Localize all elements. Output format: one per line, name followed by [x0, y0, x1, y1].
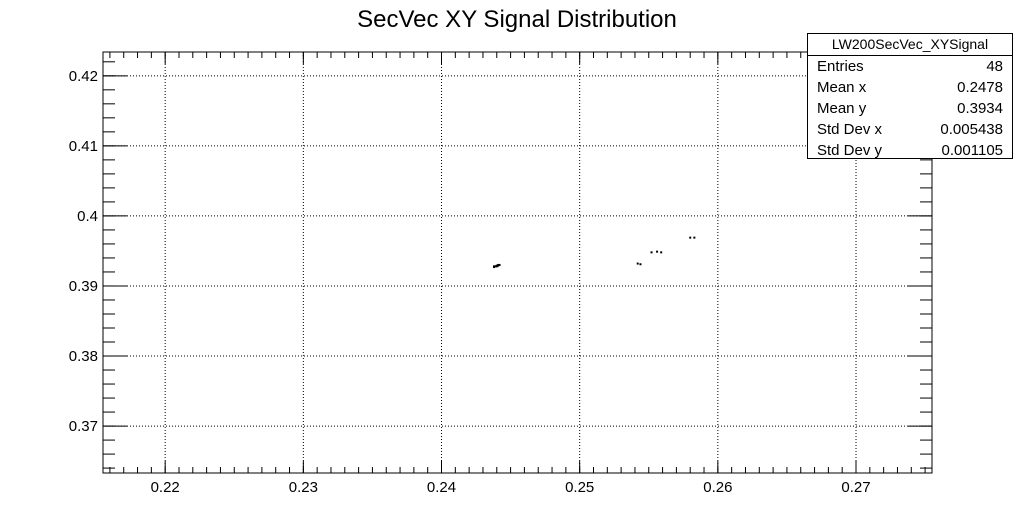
x-tick-label: 0.23 [289, 479, 318, 496]
stat-label: Std Dev y [817, 142, 883, 159]
data-point [636, 262, 639, 265]
stat-row-mean-x: Mean x 0.2478 [808, 77, 1012, 98]
stat-label: Std Dev x [817, 121, 883, 138]
data-point [494, 265, 497, 268]
y-tick-label: 0.4 [77, 208, 98, 225]
stats-box: LW200SecVec_XYSignal Entries 48 Mean x 0… [807, 33, 1013, 159]
stat-value: 0.3934 [957, 100, 1003, 117]
stat-row-mean-y: Mean y 0.3934 [808, 98, 1012, 119]
data-point [493, 265, 496, 268]
data-point [498, 263, 501, 266]
data-point [495, 265, 498, 268]
stat-value: 48 [986, 58, 1003, 75]
data-point [660, 251, 663, 254]
y-tick-label: 0.37 [69, 418, 98, 435]
stats-title: LW200SecVec_XYSignal [808, 34, 1012, 56]
grid [103, 52, 932, 473]
x-tick-label: 0.27 [841, 479, 870, 496]
plot-frame [102, 51, 933, 474]
chart-title: SecVec XY Signal Distribution [357, 6, 677, 33]
stat-value: 0.2478 [957, 79, 1003, 96]
stat-value: 0.001105 [941, 142, 1003, 159]
y-tick-label: 0.39 [69, 278, 98, 295]
stat-row-std-dev-x: Std Dev x 0.005438 [808, 119, 1012, 140]
x-tick-label: 0.24 [427, 479, 456, 496]
stat-label: Mean y [817, 100, 867, 117]
data-point [656, 250, 659, 253]
stat-value: 0.005438 [940, 121, 1003, 138]
y-tick-label: 0.41 [69, 138, 98, 155]
x-tick-label: 0.22 [151, 479, 180, 496]
data-point [639, 263, 642, 266]
y-tick-label: 0.38 [69, 348, 98, 365]
stat-label: Mean x [817, 79, 867, 96]
x-tick-label: 0.26 [703, 479, 732, 496]
data-point [693, 236, 696, 239]
y-tick-label: 0.42 [69, 68, 98, 85]
data-point [650, 251, 653, 254]
stat-label: Entries [817, 58, 864, 75]
stat-row-entries: Entries 48 [808, 56, 1012, 77]
tick-labels: 0.22 0.23 0.24 0.25 0.26 0.27 0.37 0.38 0.39 0.4 0… [69, 68, 871, 496]
stat-row-std-dev-y: Std Dev y 0.001105 [808, 140, 1012, 161]
x-tick-label: 0.25 [565, 479, 594, 496]
data-points [493, 236, 696, 269]
data-point [497, 263, 500, 266]
data-point [689, 236, 692, 239]
